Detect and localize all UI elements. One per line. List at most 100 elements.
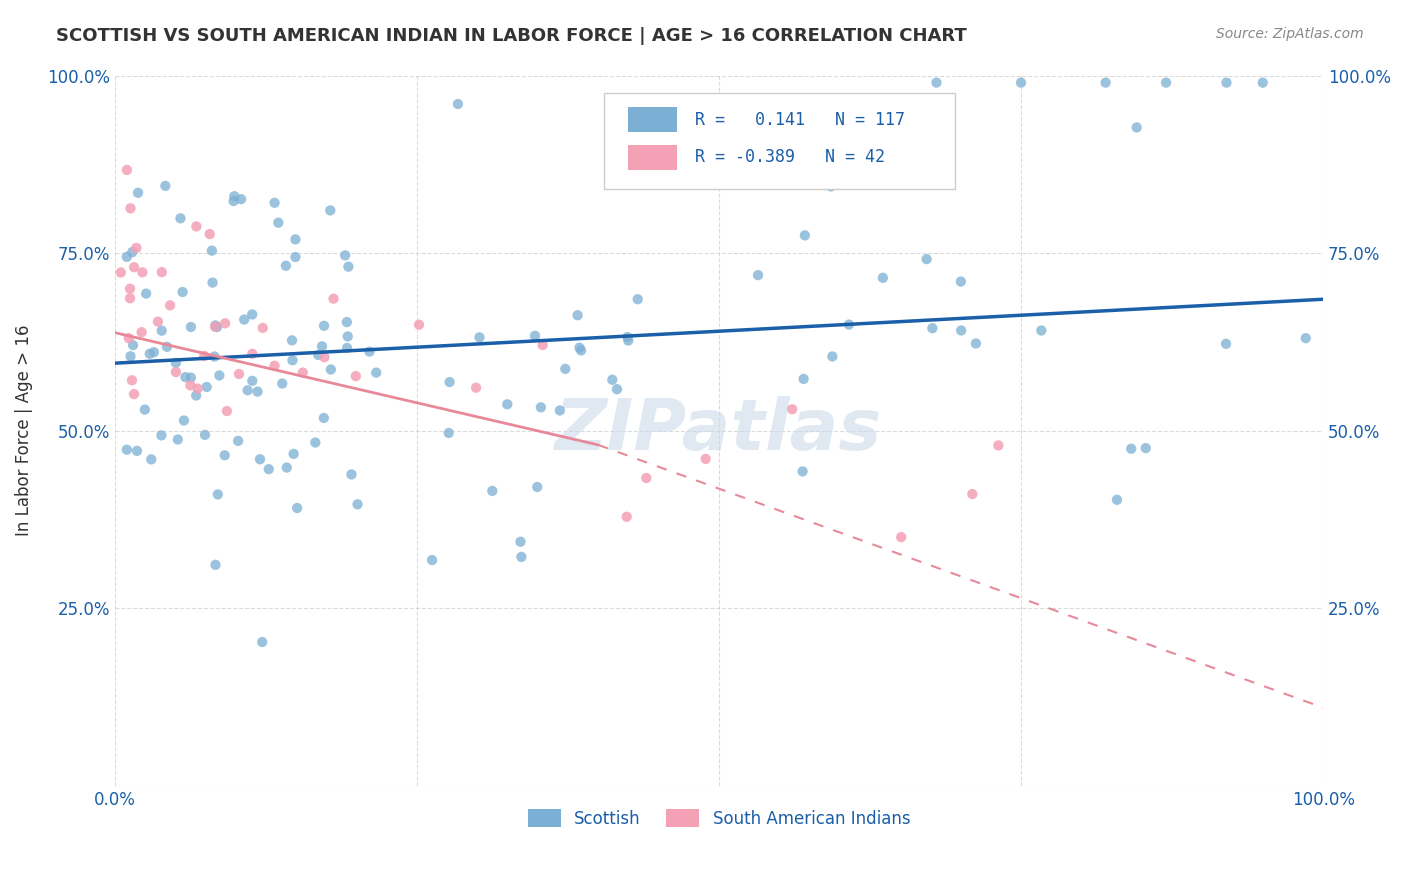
Point [276, 460, 298, 475]
Point [110, 265, 132, 279]
Point [890, 530, 912, 544]
Point [793, 228, 815, 243]
Point [447, 97, 470, 112]
Point [135, 286, 157, 301]
Point [274, 259, 297, 273]
FancyBboxPatch shape [628, 107, 676, 132]
Point [921, 321, 943, 335]
Point [122, 387, 145, 401]
Point [165, 365, 187, 379]
Point [606, 382, 628, 396]
Point [236, 384, 259, 398]
Point [1121, 442, 1143, 456]
Point [617, 334, 640, 348]
Point [340, 467, 363, 482]
Point [336, 341, 359, 355]
Point [121, 245, 143, 260]
Point [215, 404, 238, 418]
Point [205, 320, 228, 334]
Point [222, 194, 245, 208]
Point [142, 345, 165, 359]
Y-axis label: In Labor Force | Age > 16: In Labor Force | Age > 16 [15, 325, 32, 536]
Point [186, 388, 208, 402]
Point [127, 186, 149, 200]
Point [526, 480, 548, 494]
Point [281, 353, 304, 368]
Point [820, 179, 842, 194]
Point [120, 349, 142, 363]
Point [125, 443, 148, 458]
Point [1031, 324, 1053, 338]
Point [214, 316, 236, 330]
Point [150, 324, 173, 338]
Point [319, 203, 342, 218]
Point [408, 318, 430, 332]
Point [179, 378, 201, 392]
Point [228, 367, 250, 381]
Point [240, 308, 263, 322]
Point [510, 549, 533, 564]
Text: SCOTTISH VS SOUTH AMERICAN INDIAN IN LABOR FORCE | AGE > 16 CORRELATION CHART: SCOTTISH VS SOUTH AMERICAN INDIAN IN LAB… [56, 27, 967, 45]
Point [311, 339, 333, 353]
Point [224, 189, 246, 203]
Text: R =   0.141   N = 117: R = 0.141 N = 117 [695, 112, 905, 129]
Point [187, 382, 209, 396]
Point [118, 291, 141, 305]
Point [156, 340, 179, 354]
Point [201, 244, 224, 258]
Point [336, 315, 359, 329]
Point [252, 635, 274, 649]
Point [312, 318, 335, 333]
Point [150, 265, 173, 279]
Point [263, 195, 285, 210]
Point [131, 325, 153, 339]
Point [439, 375, 461, 389]
Point [548, 403, 571, 417]
Point [465, 381, 488, 395]
Point [616, 509, 638, 524]
Point [122, 338, 145, 352]
Point [246, 384, 269, 399]
Point [121, 373, 143, 387]
Point [180, 370, 202, 384]
Point [1215, 336, 1237, 351]
Point [198, 227, 221, 241]
Point [627, 292, 650, 306]
Point [125, 241, 148, 255]
Point [569, 343, 592, 358]
Point [291, 366, 314, 380]
Point [146, 315, 169, 329]
Point [322, 292, 344, 306]
Point [1010, 76, 1032, 90]
Point [115, 163, 138, 178]
Point [314, 350, 336, 364]
Point [780, 402, 803, 417]
Point [201, 276, 224, 290]
Point [271, 376, 294, 391]
Point [285, 501, 308, 516]
Point [346, 497, 368, 511]
Point [821, 350, 844, 364]
Point [496, 397, 519, 411]
Point [229, 192, 252, 206]
Point [312, 411, 335, 425]
Point [962, 487, 984, 501]
Legend: Scottish, South American Indians: Scottish, South American Indians [522, 803, 917, 834]
Point [1125, 120, 1147, 135]
Point [567, 308, 589, 322]
Point [987, 438, 1010, 452]
Point [949, 275, 972, 289]
Point [925, 76, 948, 90]
Point [304, 435, 326, 450]
Point [150, 428, 173, 442]
Point [1105, 492, 1128, 507]
Point [194, 427, 217, 442]
Point [208, 368, 231, 383]
Point [319, 362, 342, 376]
Point [872, 270, 894, 285]
Point [307, 348, 329, 362]
Point [283, 447, 305, 461]
Point [1215, 76, 1237, 90]
Point [965, 336, 987, 351]
Point [838, 318, 860, 332]
